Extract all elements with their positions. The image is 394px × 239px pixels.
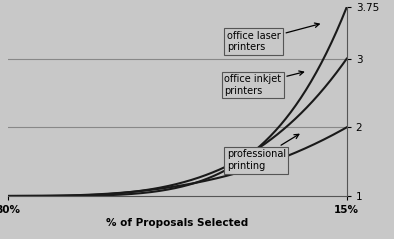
Text: professional
printing: professional printing (227, 134, 299, 171)
X-axis label: % of Proposals Selected: % of Proposals Selected (106, 218, 249, 228)
Y-axis label: S&O: S&O (390, 89, 394, 114)
Text: office laser
printers: office laser printers (227, 23, 319, 52)
Text: office inkjet
printers: office inkjet printers (224, 71, 303, 96)
